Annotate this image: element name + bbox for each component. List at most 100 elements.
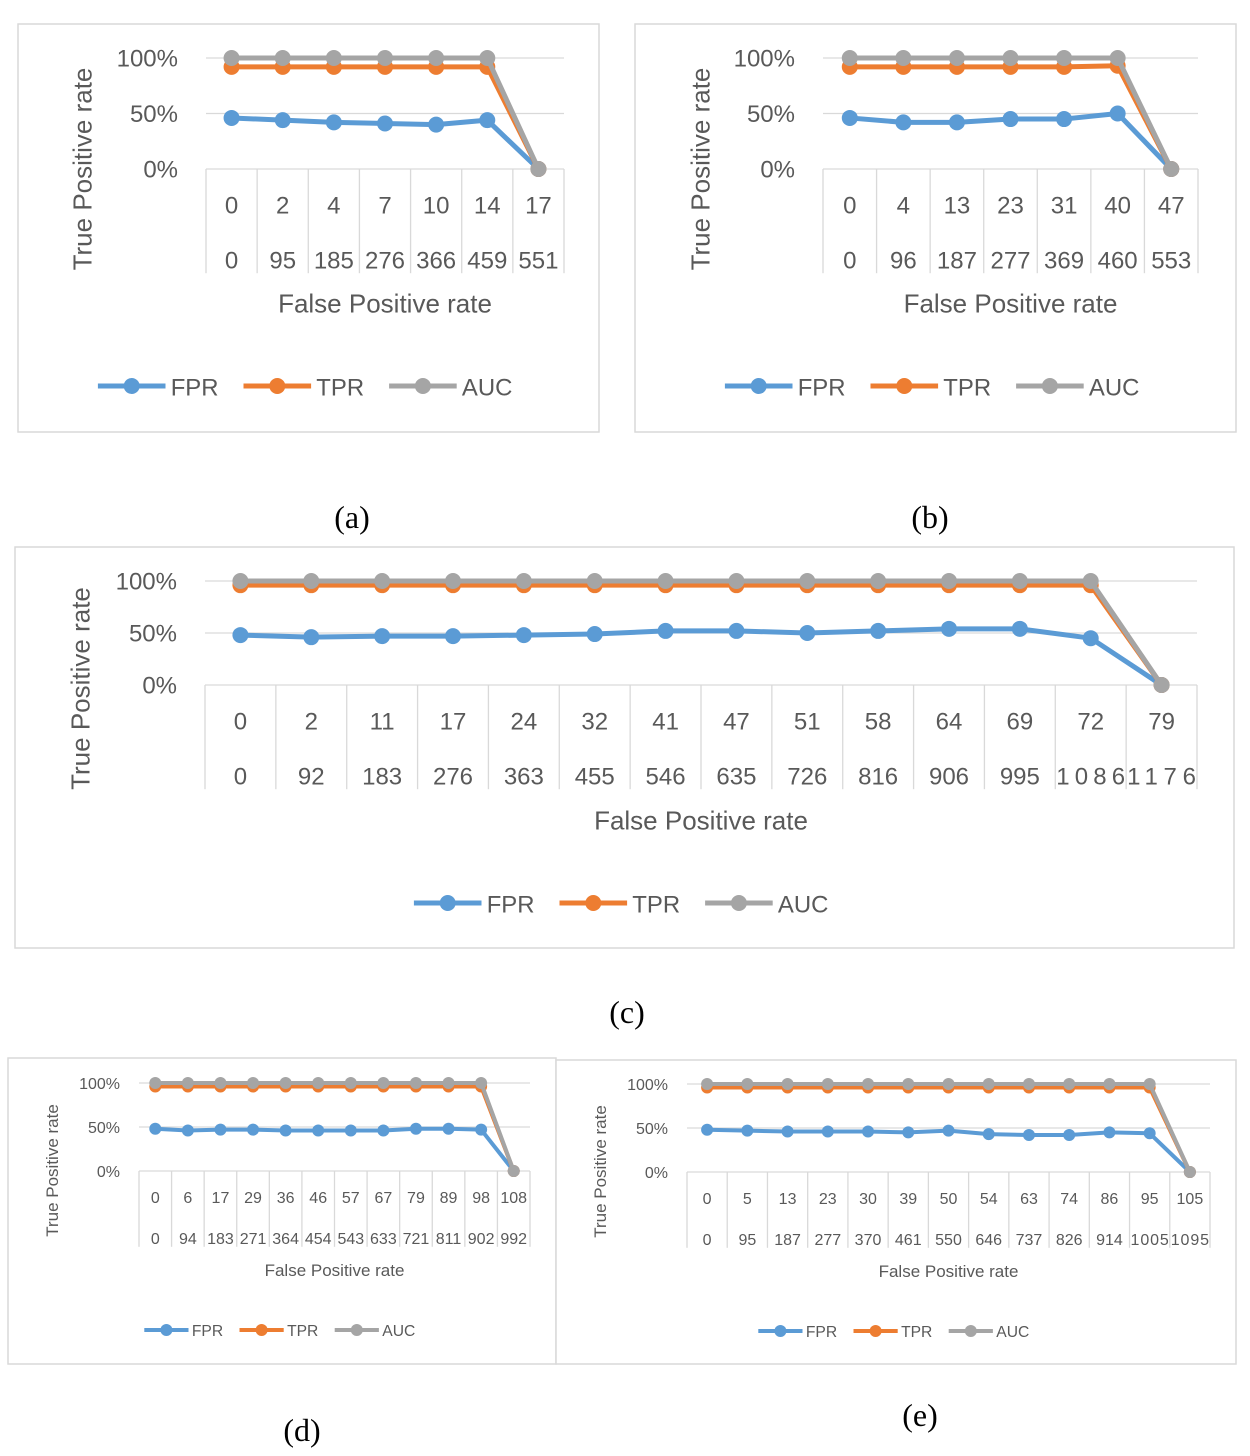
x-tick-label-row1: 72 <box>1077 709 1104 736</box>
y-tick-label: 0% <box>760 157 795 184</box>
data-point-auc <box>1153 677 1170 693</box>
x-tick-label-row2: 183 <box>207 1231 234 1248</box>
data-point-auc <box>1022 1078 1035 1090</box>
data-point-fpr <box>1143 1127 1156 1140</box>
x-tick-label-row2: 92 <box>298 764 325 791</box>
data-point-auc <box>1063 1078 1076 1090</box>
data-point-fpr <box>1082 630 1099 647</box>
x-tick-label-row1: 79 <box>1148 709 1175 736</box>
data-point-auc <box>1082 573 1099 589</box>
data-point-auc <box>377 50 393 66</box>
data-point-auc <box>701 1078 714 1090</box>
x-tick-label-row1: 2 <box>305 709 318 736</box>
data-point-auc <box>274 50 291 66</box>
chart-frame <box>7 1057 557 1365</box>
data-point-auc <box>1103 1078 1116 1090</box>
data-point-fpr <box>232 627 249 644</box>
data-point-fpr <box>701 1123 714 1136</box>
x-tick-label-row2: 553 <box>1151 248 1191 275</box>
x-tick-label-row1: 0 <box>234 709 247 736</box>
legend-marker-fpr <box>774 1325 787 1337</box>
x-tick-label-row2: 96 <box>890 248 917 275</box>
x-tick-label-row2: 543 <box>337 1231 364 1248</box>
y-tick-label: 100% <box>116 569 177 596</box>
x-tick-label-row2: 187 <box>774 1232 801 1249</box>
data-point-fpr <box>181 1124 194 1137</box>
x-tick-label-row1: 31 <box>1051 193 1078 220</box>
x-tick-label-row1: 17 <box>440 709 467 736</box>
data-point-fpr <box>374 628 391 645</box>
data-point-auc <box>862 1078 875 1090</box>
data-point-fpr <box>274 112 291 129</box>
legend-label-auc: AUC <box>462 374 512 401</box>
x-tick-label-row1: 29 <box>244 1190 262 1207</box>
x-tick-label-row2: 455 <box>575 764 615 791</box>
data-point-fpr <box>1056 111 1073 128</box>
data-point-fpr <box>902 1126 915 1139</box>
data-point-fpr <box>312 1124 325 1137</box>
x-tick-label-row1: 58 <box>865 709 892 736</box>
x-tick-label-row2: 902 <box>468 1231 495 1248</box>
x-tick-label-row2: 0 <box>843 248 856 275</box>
x-tick-label-row2: 811 <box>436 1231 462 1248</box>
panel-caption: (d) <box>283 1412 320 1448</box>
data-point-auc <box>409 1077 422 1089</box>
y-tick-label: 50% <box>130 101 178 128</box>
x-tick-label-row2: 551 <box>518 248 558 275</box>
x-tick-label-row1: 39 <box>899 1191 917 1208</box>
chart-frame <box>634 23 1237 433</box>
x-tick-label-row1: 24 <box>511 709 538 736</box>
data-point-auc <box>1143 1078 1156 1090</box>
data-point-auc <box>223 50 240 66</box>
data-point-fpr <box>279 1124 292 1137</box>
data-point-auc <box>821 1078 834 1090</box>
data-point-auc <box>781 1078 794 1090</box>
x-tick-label-row2: 0 <box>703 1232 712 1249</box>
series-line-auc <box>240 578 1164 687</box>
data-point-fpr <box>741 1124 754 1137</box>
x-tick-label-row2: 369 <box>1044 248 1084 275</box>
data-point-auc <box>344 1077 357 1089</box>
data-point-auc <box>942 1078 955 1090</box>
data-point-fpr <box>586 626 603 643</box>
data-point-fpr <box>442 1122 455 1135</box>
series-line-fpr <box>240 626 1163 688</box>
x-tick-label-row1: 47 <box>723 709 750 736</box>
legend-label-auc: AUC <box>778 891 828 918</box>
y-axis-label: True Positive rate <box>685 68 715 271</box>
data-point-fpr <box>982 1128 995 1141</box>
data-point-fpr <box>821 1125 834 1138</box>
x-tick-label-row1: 40 <box>1104 193 1131 220</box>
y-tick-label: 100% <box>627 1077 668 1094</box>
legend-marker-tpr <box>896 378 913 394</box>
legend-label-fpr: FPR <box>171 374 219 401</box>
x-axis-label: False Positive rate <box>265 1261 405 1280</box>
data-point-auc <box>428 50 445 66</box>
y-axis-label: True Positive rate <box>43 1104 62 1237</box>
x-tick-label-row1: 74 <box>1060 1191 1078 1208</box>
x-tick-label-row1: 89 <box>440 1190 458 1207</box>
x-tick-label-row2: 277 <box>814 1232 841 1249</box>
x-tick-label-row2: 277 <box>990 248 1030 275</box>
legend-marker-tpr <box>269 378 286 394</box>
data-point-fpr <box>247 1123 260 1136</box>
legend-label-tpr: TPR <box>943 374 991 401</box>
data-point-auc <box>479 50 496 66</box>
data-point-fpr <box>377 115 393 132</box>
data-point-fpr <box>862 1125 875 1138</box>
legend-label-auc: AUC <box>1089 374 1139 401</box>
panel-caption: (a) <box>334 499 370 535</box>
data-point-fpr <box>895 114 912 131</box>
x-axis-label: False Positive rate <box>594 805 808 835</box>
data-point-fpr <box>870 622 887 639</box>
data-point-fpr <box>781 1125 794 1138</box>
legend-marker-auc <box>730 895 747 911</box>
data-point-fpr <box>1109 105 1126 122</box>
x-tick-label-row2: 454 <box>305 1231 332 1248</box>
x-tick-label-row1: 69 <box>1007 709 1034 736</box>
x-tick-label-row1: 23 <box>819 1191 837 1208</box>
data-point-auc <box>312 1077 325 1089</box>
data-point-fpr <box>223 109 240 126</box>
data-point-fpr <box>344 1124 357 1137</box>
